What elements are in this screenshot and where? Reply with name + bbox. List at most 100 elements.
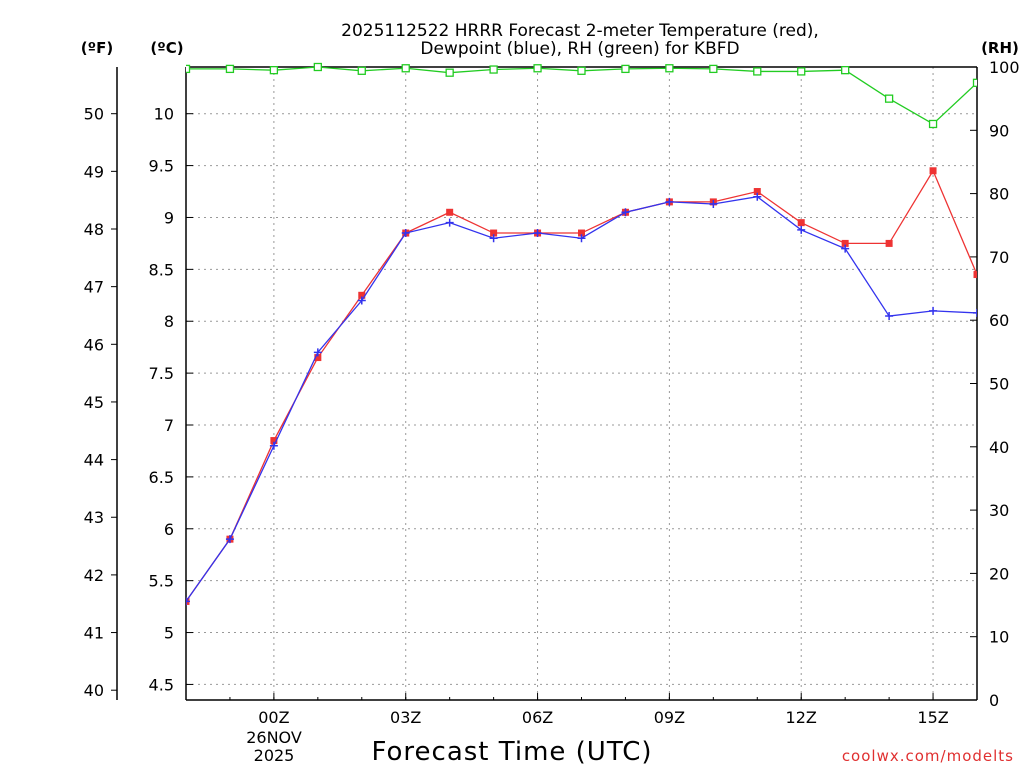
rh-tick-label: 0 <box>989 691 999 710</box>
series-line <box>186 196 977 602</box>
temperature-point <box>446 208 454 216</box>
temperature-point <box>841 239 849 247</box>
rh-point <box>972 78 977 87</box>
x-tick-label: 12Z <box>786 708 817 727</box>
dewpoint-point <box>489 234 498 243</box>
rh-tick-label: 60 <box>989 311 1009 330</box>
fahrenheit-tick-label: 41 <box>84 624 104 643</box>
celsius-tick-label: 10 <box>154 105 174 124</box>
rh-point <box>841 66 850 75</box>
series-line <box>186 66 977 125</box>
x-tick-label: 00Z <box>258 708 289 727</box>
dewpoint-point <box>533 229 542 238</box>
dewpoint-point <box>577 234 586 243</box>
rh-point <box>445 68 454 77</box>
rh-point <box>665 64 674 73</box>
rh-point <box>797 67 806 76</box>
rh-tick-label: 70 <box>989 248 1009 267</box>
fahrenheit-tick-label: 45 <box>84 393 104 412</box>
axes <box>111 66 978 701</box>
dewpoint-point <box>445 218 454 227</box>
dewpoint-point <box>621 208 630 217</box>
rh-point <box>489 65 498 74</box>
temperature-point <box>578 229 585 237</box>
temperature-point <box>753 188 761 196</box>
rh-unit-label: (RH) <box>981 39 1019 57</box>
series-dewpoint <box>186 192 977 606</box>
rh-point <box>928 119 938 129</box>
dewpoint-point <box>225 535 234 544</box>
series <box>186 62 977 606</box>
temperature-point <box>973 271 977 279</box>
rh-point <box>401 64 410 73</box>
temperature-point <box>490 229 498 237</box>
celsius-tick-label: 8 <box>164 312 174 331</box>
dewpoint-point <box>885 312 894 321</box>
dewpoint-point <box>797 225 806 234</box>
fahrenheit-tick-label: 43 <box>84 508 104 527</box>
dewpoint-point <box>709 199 718 208</box>
x-tick-label: 03Z <box>390 708 421 727</box>
celsius-tick-label: 5 <box>164 624 174 643</box>
dewpoint-point <box>401 229 410 238</box>
chart-title: 2025112522 HRRR Forecast 2-meter Tempera… <box>341 21 819 59</box>
rh-point <box>621 64 630 74</box>
celsius-tick-label: 7 <box>164 416 174 435</box>
celsius-tick-label: 9 <box>164 208 174 227</box>
dewpoint-point <box>973 308 977 317</box>
celsius-tick-label: 9.5 <box>149 157 174 176</box>
rh-tick-label: 40 <box>989 438 1009 457</box>
dewpoint-point <box>313 348 322 357</box>
rh-point <box>709 64 718 74</box>
rh-point <box>533 64 542 73</box>
celsius-tick-label: 6.5 <box>149 468 174 487</box>
x-axis-title: Forecast Time (UTC) <box>371 737 652 767</box>
fahrenheit-tick-label: 49 <box>84 162 104 181</box>
temperature-point <box>885 239 893 247</box>
fahrenheit-tick-label: 40 <box>84 681 104 700</box>
celsius-tick-label: 5.5 <box>149 572 174 591</box>
temperature-point <box>314 354 322 362</box>
rh-tick-label: 80 <box>989 185 1009 204</box>
rh-tick-label: 10 <box>989 628 1009 647</box>
date-line-2: 2025 <box>254 746 295 765</box>
rh-point <box>186 64 191 74</box>
temperature-point <box>929 167 937 175</box>
rh-point <box>753 67 762 76</box>
temperature-point <box>358 291 366 299</box>
rh-point <box>313 62 322 72</box>
title-line-2: Dewpoint (blue), RH (green) for KBFD <box>420 39 739 59</box>
rh-point <box>357 66 366 75</box>
rh-point <box>884 94 894 103</box>
fahrenheit-tick-label: 48 <box>84 220 104 239</box>
rh-point <box>269 66 279 75</box>
rh-tick-label: 20 <box>989 564 1009 583</box>
rh-tick-label: 30 <box>989 501 1009 520</box>
dewpoint-point <box>665 197 674 206</box>
fahrenheit-tick-label: 42 <box>84 566 104 585</box>
dewpoint-point <box>841 244 850 253</box>
fahrenheit-tick-label: 44 <box>84 451 104 470</box>
fahrenheit-unit-label: (ºF) <box>81 39 113 57</box>
dewpoint-point <box>929 306 938 315</box>
x-tick-label: 09Z <box>654 708 685 727</box>
celsius-tick-label: 7.5 <box>149 364 174 383</box>
fahrenheit-tick-label: 46 <box>84 335 104 354</box>
dewpoint-point <box>269 441 278 450</box>
celsius-tick-label: 8.5 <box>149 260 174 279</box>
temperature-point <box>270 437 278 445</box>
date-line-1: 26NOV <box>246 728 302 747</box>
fahrenheit-tick-label: 47 <box>84 278 104 297</box>
rh-tick-label: 50 <box>989 375 1009 394</box>
series-rh <box>186 62 977 129</box>
rh-point <box>577 66 586 75</box>
celsius-unit-label: (ºC) <box>150 39 183 57</box>
title-line-1: 2025112522 HRRR Forecast 2-meter Tempera… <box>341 21 819 41</box>
temperature-point <box>797 219 805 227</box>
x-tick-label: 06Z <box>522 708 553 727</box>
rh-tick-label: 100 <box>989 58 1020 77</box>
dewpoint-point <box>186 597 190 606</box>
fahrenheit-tick-label: 50 <box>84 105 104 124</box>
dewpoint-point <box>357 296 366 305</box>
